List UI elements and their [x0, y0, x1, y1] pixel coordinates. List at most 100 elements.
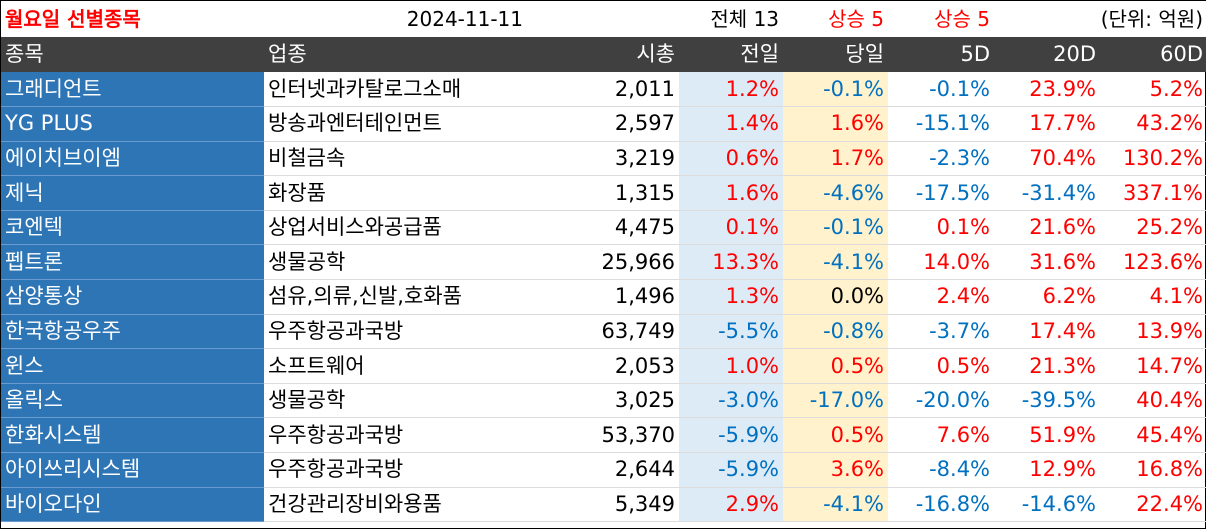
- change-60d-cell: 16.8%: [1100, 452, 1206, 488]
- title-row: 월요일 선별종목 2024-11-11 전체 13 상승 5 상승 5 (단위:…: [1, 1, 1206, 37]
- market-cap-cell: 1,315: [527, 175, 679, 211]
- stock-name: 그래디언트: [1, 72, 264, 108]
- market-cap-cell: 2,011: [527, 72, 679, 108]
- prev-day-change-cell: 0.6%: [679, 141, 784, 177]
- change-5d-cell: -8.4%: [888, 452, 995, 488]
- change-5d-cell: -17.5%: [888, 175, 995, 211]
- change-5d-cell: -3.7%: [888, 314, 995, 350]
- stock-name: 한화시스템: [1, 417, 264, 454]
- table-row: 올릭스 생물공학 3,025 -3.0% -17.0% -20.0% -39.5% 40.4%: [1, 383, 1206, 419]
- prev-day-change-cell: -5.9%: [679, 417, 784, 454]
- unit-label: (단위: 억원): [994, 1, 1206, 37]
- market-cap-cell: 5,349: [527, 487, 679, 523]
- sector-cell: 우주항공과국방: [264, 452, 527, 488]
- stock-name: 바이오다인: [1, 487, 264, 523]
- change-5d-cell: -16.8%: [888, 487, 995, 523]
- change-60d-cell: 130.2%: [1100, 141, 1206, 177]
- market-cap-cell: 63,749: [527, 314, 679, 350]
- change-5d-cell: 2.4%: [888, 279, 995, 315]
- today-change-cell: 1.7%: [783, 141, 889, 177]
- today-change-cell: -4.1%: [783, 244, 889, 281]
- table-row: 윈스 소프트웨어 2,053 1.0% 0.5% 0.5% 21.3% 14.7%: [1, 348, 1206, 384]
- change-20d-cell: 70.4%: [994, 141, 1101, 177]
- col-header-60d: 60D: [1100, 37, 1206, 72]
- col-header-prev: 전일: [679, 37, 784, 72]
- change-5d-cell: -15.1%: [888, 106, 995, 142]
- prev-day-change-cell: 1.6%: [679, 175, 784, 211]
- change-20d-cell: 21.3%: [994, 348, 1101, 384]
- today-change-cell: -0.8%: [783, 314, 889, 350]
- stock-name: 에이치브이엠: [1, 141, 264, 177]
- market-cap-cell: 2,644: [527, 452, 679, 488]
- change-20d-cell: 23.9%: [994, 72, 1101, 108]
- stock-name: 제닉: [1, 175, 264, 211]
- change-20d-cell: -14.6%: [994, 487, 1101, 523]
- change-5d-cell: -0.1%: [888, 72, 995, 108]
- stock-name: 윈스: [1, 348, 264, 384]
- prev-day-change-cell: 0.1%: [679, 210, 784, 246]
- sector-cell: 소프트웨어: [264, 348, 527, 384]
- prev-day-change-cell: 2.9%: [679, 487, 784, 523]
- change-60d-cell: 337.1%: [1100, 175, 1206, 211]
- change-60d-cell: 45.4%: [1100, 417, 1206, 454]
- stock-name: 올릭스: [1, 383, 264, 419]
- change-20d-cell: 12.9%: [994, 452, 1101, 488]
- sector-cell: 상업서비스와공급품: [264, 210, 527, 246]
- change-5d-cell: -20.0%: [888, 383, 995, 419]
- change-20d-cell: 51.9%: [994, 417, 1101, 454]
- change-20d-cell: 6.2%: [994, 279, 1101, 315]
- change-60d-cell: 123.6%: [1100, 244, 1206, 281]
- today-change-cell: -0.1%: [783, 210, 889, 246]
- prev-day-change-cell: 1.3%: [679, 279, 784, 315]
- today-change-cell: -4.6%: [783, 175, 889, 211]
- change-60d-cell: 40.4%: [1100, 383, 1206, 419]
- change-60d-cell: 4.1%: [1100, 279, 1206, 315]
- change-60d-cell: 43.2%: [1100, 106, 1206, 142]
- sector-cell: 우주항공과국방: [264, 417, 527, 454]
- table-row: YG PLUS 방송과엔터테인먼트 2,597 1.4% 1.6% -15.1% 17.7%…: [1, 106, 1206, 142]
- change-20d-cell: -39.5%: [994, 383, 1101, 419]
- sector-cell: 방송과엔터테인먼트: [264, 106, 527, 142]
- sheet-title: 월요일 선별종목: [1, 1, 264, 37]
- prev-day-change-cell: -3.0%: [679, 383, 784, 419]
- change-5d-cell: 0.5%: [888, 348, 995, 384]
- today-change-cell: 0.0%: [783, 279, 889, 315]
- table-row: 코엔텍 상업서비스와공급품 4,475 0.1% -0.1% 0.1% 21.6% 25.2%: [1, 210, 1206, 246]
- change-60d-cell: 22.4%: [1100, 487, 1206, 523]
- change-20d-cell: 21.6%: [994, 210, 1101, 246]
- stock-name: 아이쓰리시스템: [1, 452, 264, 488]
- prev-day-change-cell: 1.4%: [679, 106, 784, 142]
- table-row: 아이쓰리시스템 우주항공과국방 2,644 -5.9% 3.6% -8.4% 12.9% 16…: [1, 452, 1206, 488]
- change-20d-cell: -31.4%: [994, 175, 1101, 211]
- sector-cell: 건강관리장비와용품: [264, 487, 527, 523]
- up-count-prev: 상승 5: [783, 1, 889, 37]
- column-header-row: 종목 업종 시총 전일 당일 5D 20D 60D: [1, 37, 1206, 72]
- total-count: 전체 13: [527, 1, 784, 37]
- col-header-cap: 시총: [527, 37, 679, 72]
- market-cap-cell: 2,053: [527, 348, 679, 384]
- today-change-cell: -4.1%: [783, 487, 889, 523]
- market-cap-cell: 4,475: [527, 210, 679, 246]
- prev-day-change-cell: 1.0%: [679, 348, 784, 384]
- stock-name: 한국항공우주: [1, 314, 264, 350]
- change-60d-cell: 5.2%: [1100, 72, 1206, 108]
- change-5d-cell: 14.0%: [888, 244, 995, 281]
- up-count-today: 상승 5: [888, 1, 995, 37]
- change-60d-cell: 25.2%: [1100, 210, 1206, 246]
- sector-cell: 생물공학: [264, 383, 527, 419]
- today-change-cell: 0.5%: [783, 348, 889, 384]
- market-cap-cell: 1,496: [527, 279, 679, 315]
- today-change-cell: 0.5%: [783, 417, 889, 454]
- change-5d-cell: 0.1%: [888, 210, 995, 246]
- stock-name: 펩트론: [1, 244, 264, 281]
- table-row: 한화시스템 우주항공과국방 53,370 -5.9% 0.5% 7.6% 51.9% 45.4…: [1, 417, 1206, 454]
- table-row: 그래디언트 인터넷과카탈로그소매 2,011 1.2% -0.1% -0.1% 23.9% 5…: [1, 72, 1206, 108]
- change-60d-cell: 14.7%: [1100, 348, 1206, 384]
- change-5d-cell: 7.6%: [888, 417, 995, 454]
- table-row: 에이치브이엠 비철금속 3,219 0.6% 1.7% -2.3% 70.4% 130.2%: [1, 141, 1206, 177]
- table-row: 펩트론 생물공학 25,966 13.3% -4.1% 14.0% 31.6% 123.6%: [1, 244, 1206, 281]
- change-5d-cell: -2.3%: [888, 141, 995, 177]
- col-header-name: 종목: [1, 37, 264, 72]
- market-cap-cell: 25,966: [527, 244, 679, 281]
